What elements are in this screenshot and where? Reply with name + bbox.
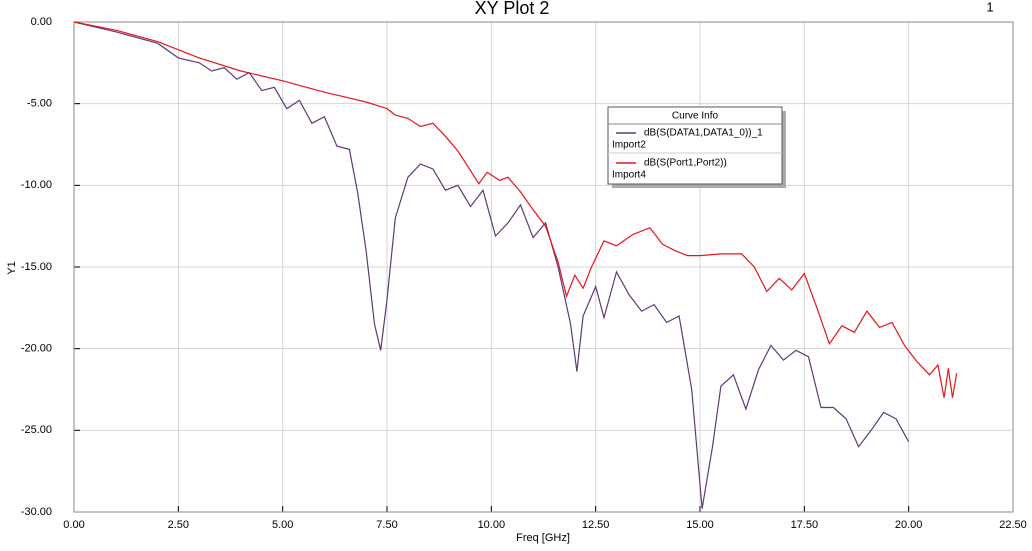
legend-source: Import4 xyxy=(612,170,646,181)
legend-label: dB(S(DATA1,DATA1_0))_1 xyxy=(644,128,763,139)
x-tick-label: 20.00 xyxy=(895,519,923,531)
y-tick-label: -25.00 xyxy=(21,424,52,436)
y-tick-label: -5.00 xyxy=(27,98,52,110)
legend-title: Curve Info xyxy=(672,111,719,122)
series-line xyxy=(73,21,958,398)
x-tick-label: 22.50 xyxy=(999,519,1027,531)
plot-number: 1 xyxy=(986,0,993,14)
y-tick-label: -30.00 xyxy=(21,506,52,518)
series-line xyxy=(73,21,910,509)
legend-box xyxy=(607,106,783,185)
plot-frame xyxy=(73,21,1014,513)
x-tick-label: 5.00 xyxy=(272,519,293,531)
x-tick-label: 12.50 xyxy=(582,519,610,531)
x-axis-label: Freq [GHz] xyxy=(516,532,570,544)
y-axis-label: Y1 xyxy=(6,261,18,274)
y-tick-label: -15.00 xyxy=(21,261,52,273)
x-tick-label: 7.50 xyxy=(376,519,397,531)
legend-source: Import2 xyxy=(612,140,646,151)
x-tick-label: 17.50 xyxy=(791,519,819,531)
x-tick-label: 0.00 xyxy=(63,519,84,531)
chart-title: XY Plot 2 xyxy=(475,0,550,18)
x-tick-label: 10.00 xyxy=(478,519,506,531)
y-tick-label: 0.00 xyxy=(31,16,52,28)
legend-label: dB(S(Port1,Port2)) xyxy=(644,158,727,169)
x-tick-label: 15.00 xyxy=(686,519,714,531)
y-tick-label: -10.00 xyxy=(21,179,52,191)
x-tick-label: 2.50 xyxy=(168,519,189,531)
y-tick-label: -20.00 xyxy=(21,343,52,355)
